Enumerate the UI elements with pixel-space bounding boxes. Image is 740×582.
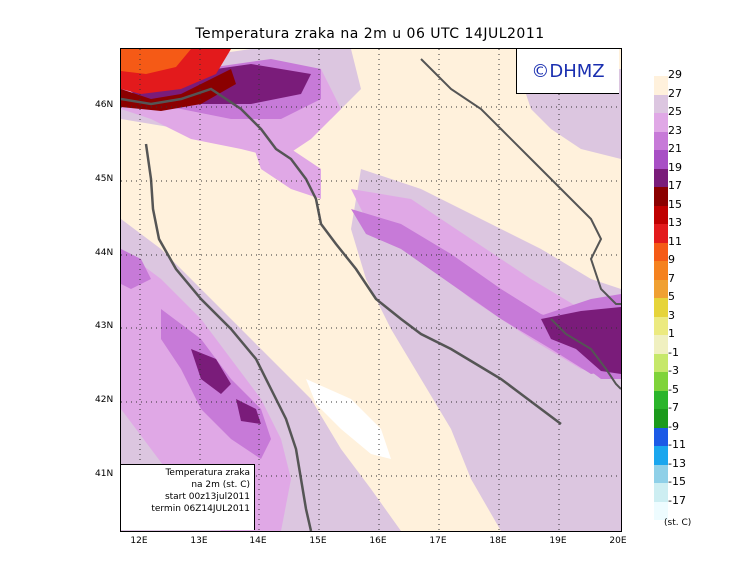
italian-coast [144, 143, 313, 531]
field-cool-pocket [306, 379, 391, 459]
legend-swatch [654, 483, 668, 502]
legend-label: 23 [668, 123, 682, 137]
legend-swatch [654, 464, 668, 483]
legend-swatch [654, 224, 668, 243]
legend-swatch [654, 168, 668, 187]
border-south [550, 318, 621, 390]
legend-label: -9 [668, 419, 679, 433]
legend-label: 9 [668, 253, 675, 266]
legend-swatch [654, 205, 668, 224]
field-hot-corner-inner [121, 49, 191, 74]
lon-label-18e: 18E [489, 536, 507, 546]
coastline [121, 87, 562, 425]
info-line-3: start 00z13jul2011 [164, 492, 250, 502]
legend-swatch [654, 335, 668, 354]
legend-swatch [654, 279, 668, 298]
legend-swatch [654, 94, 668, 113]
legend-swatch [654, 501, 668, 520]
lon-label-17e: 17E [429, 536, 447, 546]
lon-label-20e: 20E [609, 536, 627, 546]
lon-label-14e: 14E [249, 536, 267, 546]
field-19-21-core-1 [191, 349, 231, 394]
legend-label: -1 [668, 345, 679, 359]
lat-label-44n: 44N [95, 248, 114, 258]
legend-swatch [654, 187, 668, 206]
legend-label: -13 [668, 456, 686, 470]
legend-swatch [654, 427, 668, 446]
legend-label: 15 [668, 197, 682, 211]
field-19-21-core-2 [236, 399, 261, 424]
legend-label: 21 [668, 142, 682, 155]
color-legend [654, 76, 668, 520]
legend-label: -7 [668, 401, 679, 414]
legend-label: 13 [668, 216, 682, 229]
temperature-map [120, 48, 622, 532]
legend-label: 25 [668, 105, 682, 118]
info-box: Temperatura zraka na 2m (st. C) start 00… [121, 464, 255, 530]
legend-label: 1 [668, 327, 675, 340]
lon-label-19e: 19E [549, 536, 567, 546]
info-line-1: Temperatura zraka [165, 468, 250, 478]
legend-label: -5 [668, 382, 679, 396]
legend-swatch [654, 150, 668, 169]
legend-swatch [654, 261, 668, 280]
legend-label: 27 [668, 86, 682, 100]
legend-swatch [654, 76, 668, 95]
legend-label: -17 [668, 493, 686, 507]
legend-label: 19 [668, 160, 682, 174]
legend-swatch [654, 113, 668, 132]
field-hot-corner-red [121, 69, 236, 111]
legend-swatch [654, 390, 668, 409]
lat-label-42n: 42N [95, 395, 114, 405]
lon-label-16e: 16E [369, 536, 387, 546]
field-19-21-core-east [541, 307, 621, 374]
border-inland [420, 58, 621, 305]
legend-label: 3 [668, 308, 675, 322]
lat-label-45n: 45N [95, 174, 114, 184]
legend-swatch [654, 131, 668, 150]
legend-label: 11 [668, 234, 682, 248]
legend-label: 17 [668, 179, 682, 192]
info-line-2: na 2m (st. C) [191, 480, 250, 490]
map-field [121, 49, 621, 531]
legend-swatch [654, 372, 668, 391]
lat-label-41n: 41N [95, 469, 114, 479]
legend-swatch [654, 316, 668, 335]
legend-label: -3 [668, 364, 679, 377]
field-21-23-west [121, 249, 151, 289]
legend-swatch [654, 353, 668, 372]
legend-swatch [654, 446, 668, 465]
legend-unit: (st. C) [664, 518, 692, 528]
legend-swatch [654, 409, 668, 428]
lon-label-13e: 13E [190, 536, 208, 546]
legend-label: -11 [668, 438, 686, 451]
legend-label: 7 [668, 271, 675, 285]
lat-label-46n: 46N [95, 100, 114, 110]
dhmz-credit: ©DHMZ [516, 49, 619, 94]
map-title: Temperatura zraka na 2m u 06 UTC 14JUL20… [195, 26, 545, 42]
lat-label-43n: 43N [95, 321, 114, 331]
legend-swatch [654, 298, 668, 317]
legend-label: 29 [668, 68, 682, 81]
legend-swatch [654, 242, 668, 261]
info-line-4: termin 06Z14JUL2011 [151, 504, 250, 514]
field-23-25-kvarner [251, 139, 321, 199]
legend-label: -15 [668, 475, 686, 488]
graticule [121, 49, 621, 531]
lon-label-15e: 15E [309, 536, 327, 546]
lon-label-12e: 12E [130, 536, 148, 546]
legend-label: 5 [668, 290, 675, 303]
